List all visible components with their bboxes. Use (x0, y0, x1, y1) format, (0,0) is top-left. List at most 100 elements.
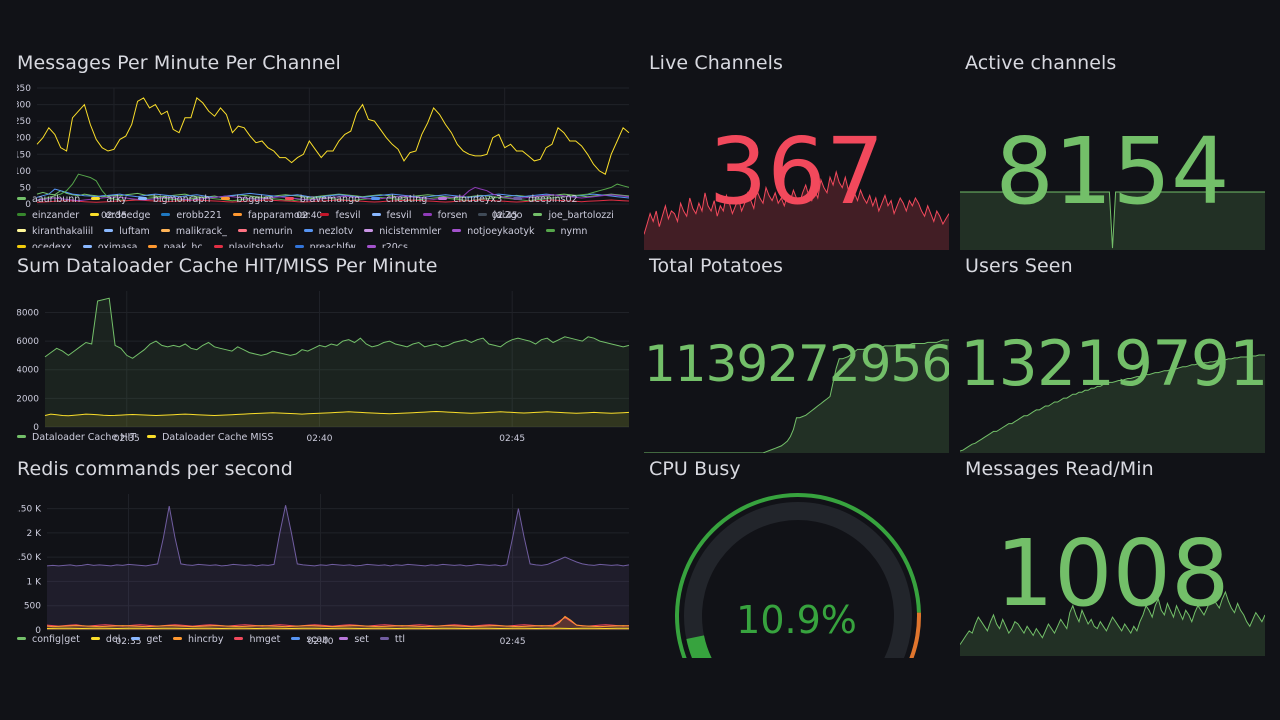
legend-label: ocedexx (32, 242, 72, 248)
messages-read-value: 1008 (995, 520, 1230, 627)
panel-title[interactable]: Messages Read/Min (965, 458, 1154, 480)
legend-item[interactable]: Dataloader Cache HIT (17, 430, 136, 446)
legend-label: nemurin (252, 226, 293, 237)
legend-item[interactable]: erdeedge (90, 208, 150, 224)
legend-label: fesvil (335, 210, 361, 221)
legend-label: set (354, 634, 369, 645)
legend-label: malikrack_ (175, 226, 227, 237)
legend-item[interactable]: aauribunn (17, 192, 80, 208)
legend-item[interactable]: r20cs (366, 240, 408, 248)
panel-title[interactable]: Total Potatoes (649, 255, 783, 277)
legend-item[interactable]: joe_bartolozzi (533, 208, 614, 224)
legend-item[interactable]: boggles (221, 192, 274, 208)
legend-item[interactable]: malikrack_ (160, 224, 227, 240)
y-tick-label: 1.50 K (17, 553, 42, 563)
legend-item[interactable]: notjoeykaotyk (452, 224, 535, 240)
legend-label: luftam (119, 226, 150, 237)
total-potatoes-value: 1139272956 (644, 335, 949, 393)
legend-swatch (213, 245, 223, 248)
legend-item[interactable]: nemurin (237, 224, 293, 240)
redis-chart[interactable]: 0 500 1 K 1.50 K 2 K 2.50 K 02:35 02:40 02:45 (17, 490, 630, 658)
legend-swatch (371, 213, 381, 216)
legend-item[interactable]: paak_hc (148, 240, 203, 248)
legend-item[interactable]: einzander (17, 208, 79, 224)
legend-item[interactable]: luftam (104, 224, 150, 240)
legend-swatch (291, 637, 301, 640)
legend-item[interactable]: kiranthakaliil (17, 224, 93, 240)
legend-item[interactable]: bigmonraph (137, 192, 210, 208)
series-line-ttl[interactable] (46, 505, 630, 567)
series-line-cheating[interactable] (36, 188, 630, 199)
legend-item[interactable]: fesvil (371, 208, 412, 224)
legend-item[interactable]: get (131, 632, 162, 648)
legend-swatch (370, 197, 380, 200)
legend-swatch (284, 197, 294, 200)
messages-per-minute-chart[interactable]: 0 50 100 150 200 250 300 350 02:35 02:40 02:45 (17, 84, 630, 221)
legend-item[interactable]: set (339, 632, 369, 648)
legend-item[interactable]: fapparamoar (232, 208, 309, 224)
y-tick-label: 0 (25, 200, 31, 210)
legend-swatch (379, 637, 389, 640)
legend-item[interactable]: nymn (545, 224, 587, 240)
series-line-forsen[interactable] (36, 186, 630, 202)
legend-item[interactable]: erobb221 (161, 208, 222, 224)
legend-item[interactable]: config|get (17, 632, 80, 648)
legend-item[interactable]: Dataloader Cache MISS (147, 430, 273, 446)
legend-swatch (17, 229, 26, 232)
legend-item[interactable]: nezlotv (303, 224, 353, 240)
series-line-Dataloader Cache HIT[interactable] (44, 297, 630, 359)
legend-label: fesvil (386, 210, 412, 221)
legend-item[interactable]: cloudeyx3 (438, 192, 502, 208)
dataloader-legend: Dataloader Cache HIT Dataloader Cache MIS… (17, 430, 284, 446)
y-tick-label: 200 (17, 134, 31, 144)
legend-item[interactable]: arky (91, 192, 127, 208)
y-tick-label: 150 (17, 150, 31, 160)
panel-title[interactable]: Redis commands per second (17, 458, 293, 480)
legend-item[interactable]: ocedexx (17, 240, 72, 248)
legend-item[interactable]: hincrby (173, 632, 223, 648)
panel-title[interactable]: Live Channels (649, 52, 784, 74)
legend-item[interactable]: oximasa (82, 240, 137, 248)
legend-label: scan (306, 634, 329, 645)
legend-item[interactable]: cheating (370, 192, 427, 208)
legend-item[interactable]: forsen (422, 208, 467, 224)
legend-item[interactable]: deepins02 (513, 192, 578, 208)
series-line-arky[interactable] (36, 97, 630, 175)
legend-item[interactable]: fesvil (320, 208, 361, 224)
redis-legend: config|get del get hincrby hmget scan set ttl (17, 632, 416, 648)
legend-item[interactable]: del (90, 632, 121, 648)
legend-item[interactable]: jai2go (478, 208, 522, 224)
cpu-busy-value: 10.9% (736, 598, 857, 642)
legend-swatch (91, 197, 101, 200)
legend-item[interactable]: bravemango (284, 192, 360, 208)
legend-item[interactable]: scan (291, 632, 328, 648)
panel-title[interactable]: Messages Per Minute Per Channel (17, 52, 341, 74)
series-line-playitshady[interactable] (36, 199, 630, 203)
messages-read-sparkline (960, 590, 1265, 656)
legend-item[interactable]: ttl (379, 632, 405, 648)
panel-title[interactable]: Sum Dataloader Cache HIT/MISS Per Minute (17, 255, 438, 277)
live-channels-value: 367 (708, 118, 885, 225)
legend-label: del (105, 634, 121, 645)
panel-live-channels: Live Channels 367 (644, 52, 949, 250)
legend-item[interactable]: playitshady (213, 240, 284, 248)
panel-title[interactable]: CPU Busy (649, 458, 741, 480)
series-line-hincrby[interactable] (46, 615, 630, 628)
legend-swatch (90, 213, 100, 216)
panel-active-channels: Active channels 8154 (960, 52, 1265, 250)
series-line-Dataloader Cache MISS[interactable] (44, 410, 630, 417)
legend-item[interactable]: preachlfw (294, 240, 356, 248)
legend-item[interactable]: hmget (234, 632, 280, 648)
legend-item[interactable]: nicistemmler (364, 224, 441, 240)
panel-title[interactable]: Active channels (965, 52, 1117, 74)
series-line-hmget[interactable] (46, 616, 630, 627)
y-tick-label: 4000 (17, 366, 39, 376)
legend-swatch (339, 637, 349, 640)
dataloader-chart[interactable]: 0 2000 4000 6000 8000 02:35 02:40 02:45 (17, 287, 630, 450)
legend-label: hincrby (188, 634, 224, 645)
legend-swatch (17, 245, 26, 248)
sparkline-area (960, 355, 1265, 453)
legend-swatch (545, 229, 555, 232)
panel-title[interactable]: Users Seen (965, 255, 1073, 277)
legend-label: nicistemmler (379, 226, 442, 237)
